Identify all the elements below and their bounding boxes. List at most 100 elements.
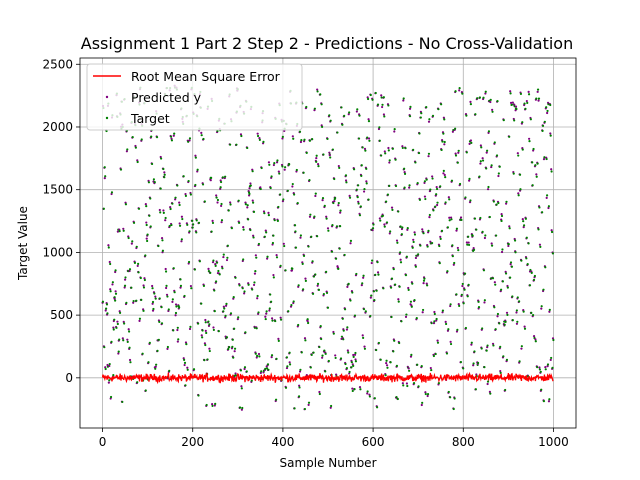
target-point: [399, 225, 402, 228]
target-point: [217, 269, 220, 273]
target-point: [494, 283, 497, 286]
predicted-point: [435, 185, 438, 189]
target-point: [374, 91, 377, 95]
target-point: [523, 102, 526, 105]
target-point: [237, 316, 240, 319]
predicted-point: [397, 298, 400, 301]
target-point: [439, 237, 442, 241]
predicted-point: [509, 90, 512, 93]
target-point: [301, 262, 304, 265]
predicted-point: [262, 371, 265, 374]
predicted-point: [109, 288, 112, 291]
target-point: [521, 148, 524, 151]
predicted-point: [360, 284, 363, 287]
target-point: [527, 242, 530, 245]
target-point: [341, 123, 344, 126]
target-point: [459, 360, 463, 364]
target-point: [496, 312, 500, 316]
target-point: [229, 143, 232, 146]
target-point: [530, 271, 533, 274]
target-point: [184, 194, 188, 197]
predicted-point: [451, 130, 454, 133]
target-point: [103, 166, 106, 169]
predicted-point: [316, 284, 319, 287]
predicted-point: [484, 92, 487, 95]
predicted-point: [233, 350, 236, 353]
predicted-point: [509, 101, 513, 104]
target-point: [123, 322, 126, 325]
target-point: [542, 288, 545, 291]
target-point: [147, 181, 151, 184]
target-point: [378, 139, 381, 142]
predicted-point: [138, 319, 141, 322]
target-point: [102, 207, 105, 210]
predicted-point: [486, 382, 489, 386]
target-point: [133, 261, 137, 265]
target-point: [350, 366, 353, 369]
target-point: [334, 257, 338, 260]
target-point: [251, 288, 254, 291]
target-point: [163, 176, 166, 179]
target-point: [268, 163, 271, 166]
target-point: [119, 168, 123, 171]
predicted-point: [194, 154, 197, 157]
predicted-point: [299, 140, 303, 144]
target-point: [551, 366, 554, 369]
target-point: [548, 308, 551, 311]
target-point: [380, 154, 383, 157]
target-point: [386, 366, 389, 369]
target-point: [117, 350, 120, 353]
predicted-point: [291, 185, 294, 188]
target-point: [544, 368, 547, 371]
target-point: [472, 362, 475, 365]
target-point: [324, 352, 327, 355]
predicted-point: [272, 163, 275, 167]
target-point: [385, 200, 388, 203]
target-point: [360, 174, 363, 177]
predicted-point: [277, 170, 280, 173]
predicted-point: [256, 297, 259, 300]
predicted-point: [358, 385, 362, 389]
predicted-point: [452, 263, 455, 266]
target-point: [273, 162, 276, 165]
target-point: [471, 234, 474, 237]
predicted-point: [371, 228, 374, 232]
target-point: [377, 341, 380, 345]
predicted-point: [111, 283, 114, 286]
predicted-point: [270, 356, 273, 359]
predicted-point: [108, 364, 111, 368]
target-point: [250, 379, 253, 382]
target-point: [531, 184, 534, 187]
target-point: [542, 400, 546, 403]
target-point: [365, 182, 368, 185]
target-point: [457, 249, 460, 252]
target-point: [372, 290, 376, 293]
target-point: [195, 219, 198, 222]
target-point: [427, 152, 431, 155]
predicted-point: [507, 244, 510, 248]
predicted-point: [346, 349, 349, 352]
target-point: [243, 366, 247, 369]
target-point: [101, 300, 105, 303]
target-point: [247, 218, 250, 221]
target-point: [229, 203, 232, 206]
target-point: [358, 214, 362, 217]
predicted-point: [447, 196, 450, 199]
target-point: [399, 261, 403, 264]
target-point: [475, 228, 478, 231]
target-point: [357, 202, 360, 205]
target-point: [303, 407, 307, 411]
target-point: [145, 223, 148, 227]
predicted-point: [216, 201, 219, 204]
target-point: [297, 284, 300, 287]
target-point: [147, 361, 150, 364]
target-point: [288, 351, 291, 354]
target-point: [321, 197, 325, 200]
target-point: [535, 97, 538, 100]
predicted-point: [174, 198, 177, 201]
target-point: [518, 173, 522, 176]
target-point: [159, 187, 162, 190]
target-point: [184, 384, 187, 387]
target-point: [241, 287, 244, 290]
